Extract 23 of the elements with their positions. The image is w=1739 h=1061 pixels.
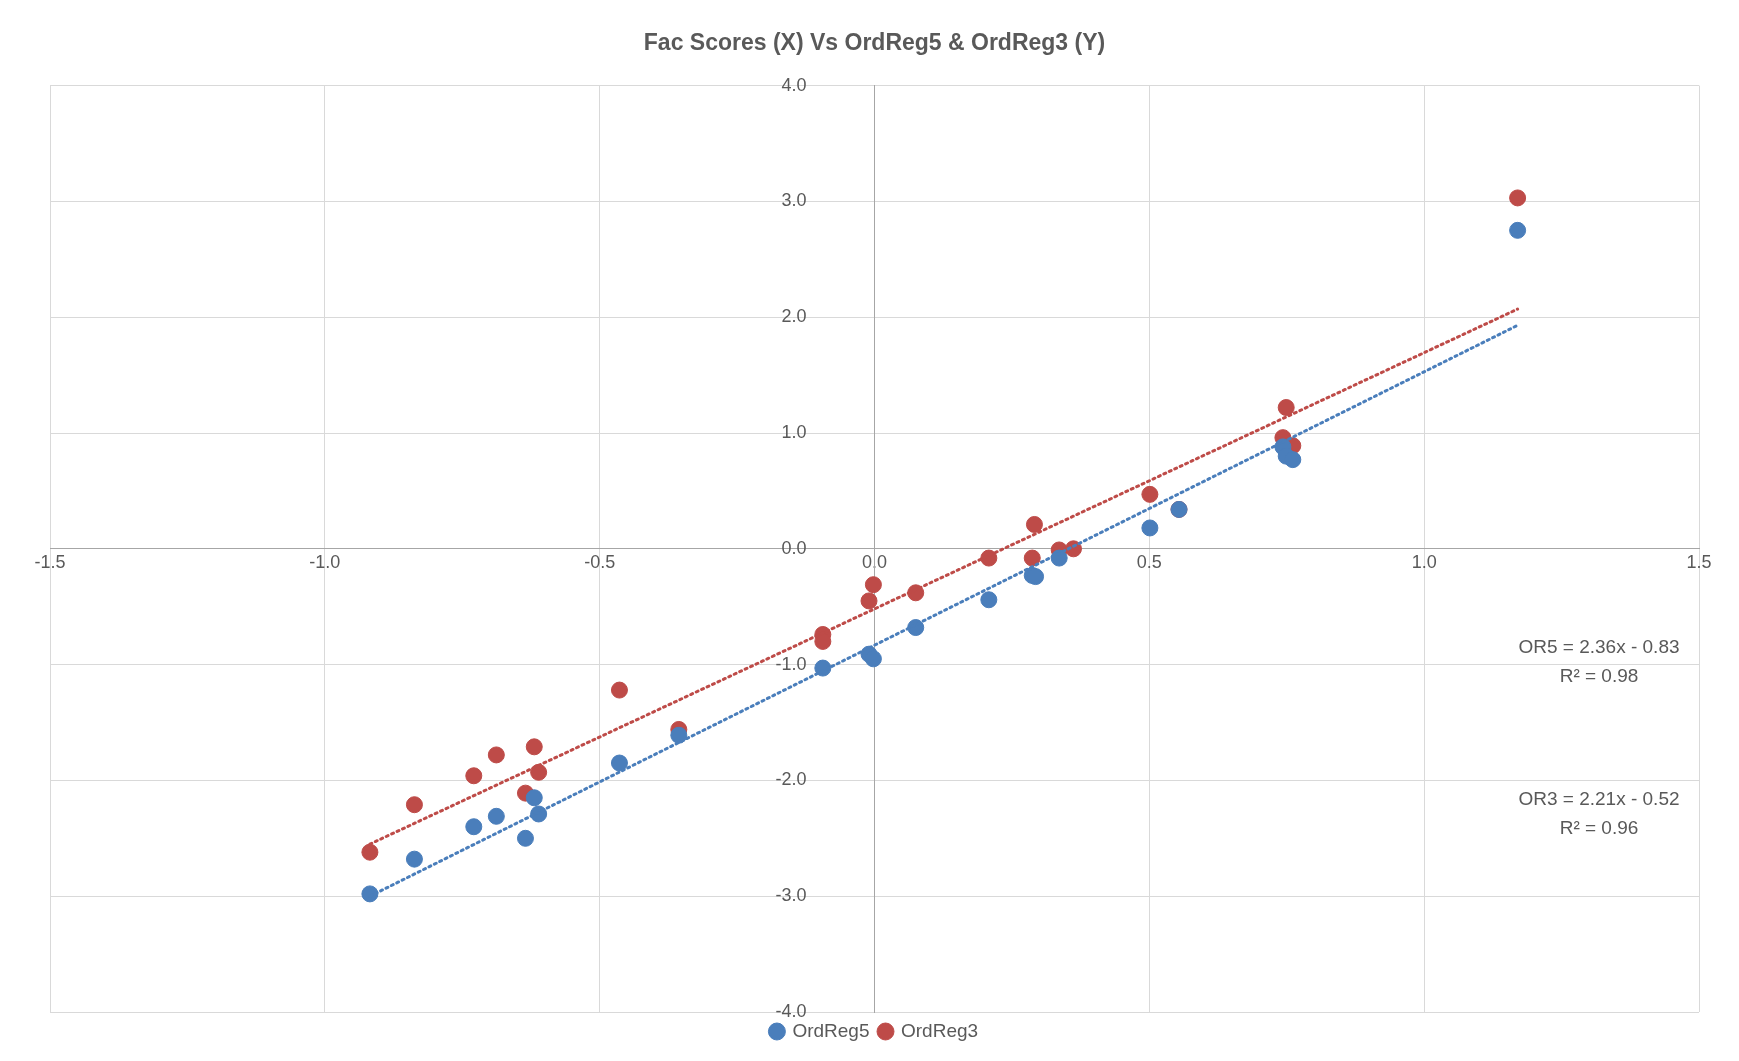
y-tick-label: -1.0 <box>775 653 807 674</box>
x-tick-label: -0.5 <box>584 551 616 572</box>
y-tick-label: -2.0 <box>775 769 807 790</box>
annotation: R² = 0.98 <box>1559 664 1639 686</box>
chart-title: Fac Scores (X) Vs OrdReg5 & OrdReg3 (Y) <box>643 29 1106 56</box>
y-tick-label: -3.0 <box>775 885 807 906</box>
x-tick-label: 0.5 <box>1136 551 1162 572</box>
x-tick-label: 1.5 <box>1686 551 1712 572</box>
annotation: OR5 = 2.36x - 0.83 <box>1518 635 1680 657</box>
y-tick-label: 2.0 <box>781 306 807 327</box>
y-tick-label: 0.0 <box>781 537 807 558</box>
legend-label: OrdReg3 <box>901 1019 979 1041</box>
y-tick-label: 4.0 <box>781 74 807 95</box>
y-tick-label: 3.0 <box>781 190 807 211</box>
x-tick-label: 0.0 <box>861 551 888 572</box>
y-tick-label: 1.0 <box>781 421 807 442</box>
x-tick-label: -1.0 <box>309 551 341 572</box>
annotation: R² = 0.96 <box>1559 817 1639 839</box>
x-tick-label: -1.5 <box>34 551 66 572</box>
y-tick-label: -4.0 <box>775 1000 807 1021</box>
legend-label: OrdReg5 <box>792 1019 870 1041</box>
x-tick-label: 1.0 <box>1411 551 1437 572</box>
annotation: OR3 = 2.21x - 0.52 <box>1518 788 1680 810</box>
